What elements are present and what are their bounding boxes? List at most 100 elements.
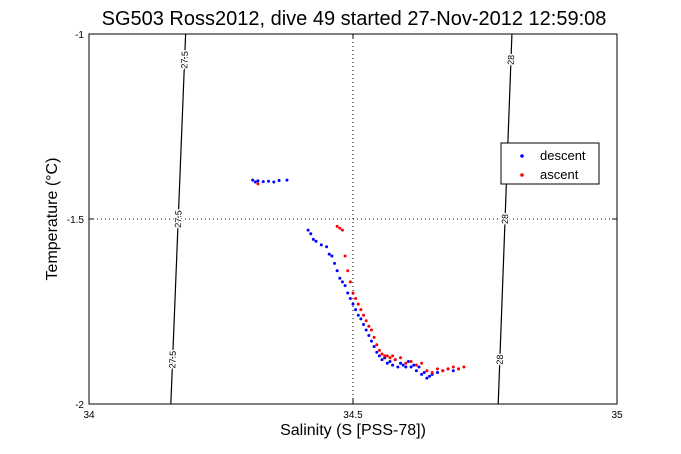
ascent-point <box>372 335 376 339</box>
ascent-point <box>343 254 347 258</box>
isopycnal-line <box>170 33 187 405</box>
ascent-point <box>346 269 350 273</box>
ascent-point <box>369 328 373 332</box>
ascent-point <box>348 280 352 284</box>
ascent-point <box>375 343 379 347</box>
descent-point <box>351 302 355 306</box>
ascent-point <box>380 352 384 356</box>
legend-marker-descent <box>520 154 524 158</box>
isopycnal-lines: 27.5 27.5 27.5 28 28 28 <box>166 33 518 405</box>
descent-point <box>404 365 408 369</box>
descent-point <box>309 232 313 236</box>
descent-point <box>330 254 334 258</box>
descent-point <box>388 359 392 363</box>
ascent-point <box>383 354 387 358</box>
descent-point <box>343 284 347 288</box>
descent-point <box>325 245 329 249</box>
descent-point <box>335 269 339 273</box>
legend-marker-ascent <box>520 173 524 177</box>
descent-point <box>256 179 260 183</box>
descent-point <box>372 345 376 349</box>
descent-point <box>311 237 315 241</box>
descent-point <box>346 291 350 295</box>
ascent-point <box>351 291 355 295</box>
descent-point <box>391 363 395 367</box>
ascent-point <box>364 319 368 323</box>
descent-point <box>267 179 271 183</box>
ascent-point <box>377 348 381 352</box>
isopycnal-label: 28 <box>506 55 516 65</box>
ascent-point <box>425 369 429 373</box>
descent-point <box>306 228 310 232</box>
ascent-point <box>340 228 344 232</box>
descent-point <box>435 371 439 375</box>
chart-title: SG503 Ross2012, dive 49 started 27-Nov-2… <box>102 8 607 30</box>
descent-point <box>409 365 413 369</box>
descent-point <box>369 339 373 343</box>
axis-ticks: 34 34.5 35 -2 -1.5 -1 <box>67 30 623 421</box>
descent-point <box>253 180 257 184</box>
descent-point <box>399 361 403 365</box>
descent-point <box>359 317 363 321</box>
descent-point <box>333 261 337 265</box>
descent-point <box>406 359 410 363</box>
ascent-point <box>441 369 445 373</box>
isopycnal-label: 27.5 <box>173 210 184 228</box>
ascent-point <box>451 365 455 369</box>
ascent-point <box>356 302 360 306</box>
ascent-point <box>430 371 434 375</box>
ascent-point <box>435 367 439 371</box>
descent-point <box>356 313 360 317</box>
ascent-point <box>256 182 260 186</box>
ascent-point <box>462 365 466 369</box>
ascent-point <box>399 356 403 360</box>
descent-point <box>338 276 342 280</box>
ascent-point <box>414 363 418 367</box>
y-tick-label: -1 <box>75 30 84 41</box>
y-tick-label: -2 <box>75 400 84 411</box>
descent-point <box>364 328 368 332</box>
ascent-point <box>359 308 363 312</box>
ascent-point <box>338 226 342 230</box>
legend: descent ascent <box>500 142 600 185</box>
descent-point <box>401 363 405 367</box>
descent-point <box>272 180 276 184</box>
descent-point <box>451 369 455 373</box>
legend-box <box>500 142 600 185</box>
isopycnal-label: 28 <box>495 354 505 364</box>
ascent-point <box>393 358 397 362</box>
x-axis-label: Salinity (S [PSS-78]) <box>280 422 426 439</box>
descent-point <box>396 365 400 369</box>
descent-point <box>362 322 366 326</box>
descent-point <box>340 280 344 284</box>
x-tick-label: 35 <box>611 410 623 421</box>
descent-point <box>251 178 255 182</box>
descent-point <box>367 334 371 338</box>
ascent-point <box>362 313 366 317</box>
ascent-point <box>367 324 371 328</box>
y-tick-label: -1.5 <box>67 215 85 226</box>
grid <box>89 34 617 404</box>
x-tick-label: 34.5 <box>343 410 363 421</box>
y-axis-label: Temperature (°C) <box>44 158 61 281</box>
descent-point <box>385 361 389 365</box>
descent-point <box>277 179 281 183</box>
ascent-point <box>446 367 450 371</box>
ascent-point <box>391 354 395 358</box>
descent-point <box>420 372 424 376</box>
data-points <box>251 178 466 380</box>
descent-point <box>354 308 358 312</box>
descent-point <box>314 239 318 243</box>
descent-point <box>425 376 429 380</box>
descent-point <box>422 371 426 375</box>
descent-point <box>375 350 379 354</box>
x-tick-label: 34 <box>83 410 95 421</box>
descent-point <box>319 243 323 247</box>
descent-point <box>428 374 432 378</box>
legend-label-descent: descent <box>540 148 586 163</box>
descent-point <box>377 354 381 358</box>
descent-point <box>414 369 418 373</box>
ascent-point <box>388 356 392 360</box>
isopycnal-label: 27.5 <box>167 351 178 369</box>
